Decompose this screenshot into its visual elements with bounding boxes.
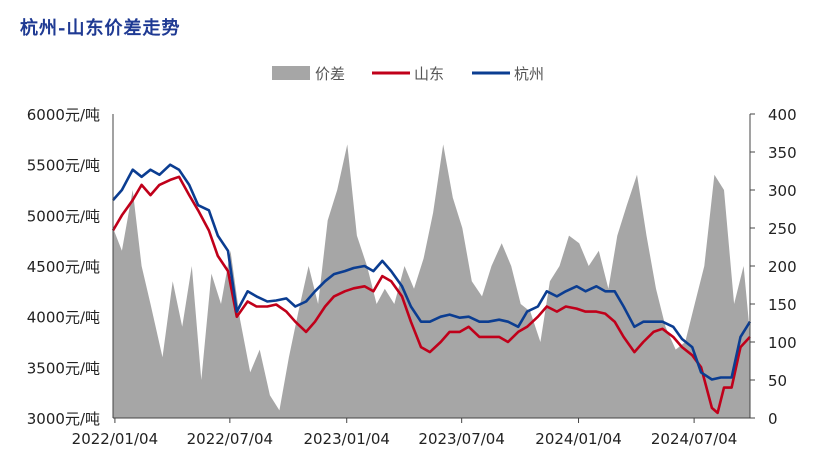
series-line-shandong: [111, 175, 751, 415]
x-tick-label: 2022/01/04: [72, 430, 158, 448]
y-right-tick-label: 150: [768, 296, 797, 314]
y-left-tick-label: 5500元/吨: [27, 157, 100, 175]
x-tick-label: 2023/07/04: [418, 430, 504, 448]
y-left-tick-label: 3500元/吨: [27, 359, 100, 377]
y-left-tick-label: 4500元/吨: [27, 258, 100, 276]
chart-title: 杭州-山东价差走势: [20, 18, 181, 39]
y-right-tick-label: 250: [768, 220, 797, 238]
y-right-tick-label: 200: [768, 258, 797, 276]
legend-label-spread: 价差: [315, 65, 345, 83]
y-right-tick-label: 0: [768, 410, 778, 428]
series-line-hangzhou: [112, 163, 752, 381]
x-tick-label: 2024/07/04: [651, 430, 737, 448]
x-tick-label: 2024/01/04: [535, 430, 621, 448]
series-area-spread: [113, 144, 750, 418]
y-left-tick-label: 6000元/吨: [27, 106, 100, 124]
y-left-tick-label: 3000元/吨: [27, 410, 100, 428]
y-right-tick-label: 400: [768, 106, 797, 124]
x-tick-label: 2022/07/04: [187, 430, 273, 448]
y-left-tick-label: 5000元/吨: [27, 207, 100, 225]
y-right-tick-label: 100: [768, 334, 797, 352]
y-right-tick-label: 300: [768, 182, 797, 200]
legend-swatch-spread: [272, 66, 310, 80]
legend-label-hangzhou: 杭州: [514, 65, 544, 83]
legend-label-shandong: 山东: [414, 65, 444, 83]
x-tick-label: 2023/01/04: [303, 430, 389, 448]
y-left-tick-label: 4000元/吨: [27, 309, 100, 327]
y-right-tick-label: 50: [768, 372, 787, 390]
y-right-tick-label: 350: [768, 144, 797, 162]
